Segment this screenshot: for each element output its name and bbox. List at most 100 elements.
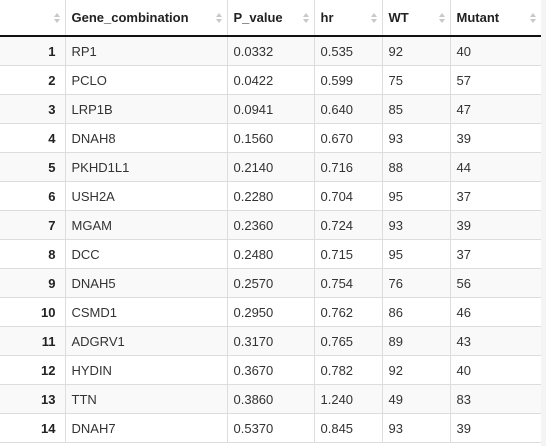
sort-up-down-icon[interactable] [438,12,445,23]
cell-p-value: 0.1560 [227,123,315,153]
cell-wt: 89 [382,326,451,356]
table-row: 3 LRP1B 0.0941 0.640 85 47 [0,94,541,124]
cell-p-value: 0.0941 [227,94,315,124]
cell-p-value: 0.3170 [227,326,315,356]
cell-hr: 0.845 [314,413,383,443]
column-header-label: P_value [233,10,283,25]
table-row: 4 DNAH8 0.1560 0.670 93 39 [0,123,541,153]
column-header-label: Gene_combination [71,10,189,25]
cell-hr: 0.640 [314,94,383,124]
cell-wt: 88 [382,152,451,182]
table-row: 6 USH2A 0.2280 0.704 95 37 [0,181,541,211]
table-row: 13 TTN 0.3860 1.240 49 83 [0,384,541,414]
row-index: 9 [0,268,66,298]
cell-p-value: 0.2140 [227,152,315,182]
cell-mutant: 39 [450,123,541,153]
table-row: 14 DNAH7 0.5370 0.845 93 39 [0,413,541,443]
row-index: 2 [0,65,66,95]
cell-wt: 93 [382,123,451,153]
cell-hr: 0.599 [314,65,383,95]
sort-up-down-icon[interactable] [53,12,60,23]
column-header-gene-combination[interactable]: Gene_combination [65,0,228,37]
cell-hr: 0.704 [314,181,383,211]
cell-gene: RP1 [65,36,228,66]
cell-p-value: 0.2360 [227,210,315,240]
row-index: 6 [0,181,66,211]
column-header-label: Mutant [456,10,500,25]
row-index: 3 [0,94,66,124]
cell-mutant: 44 [450,152,541,182]
cell-gene: PCLO [65,65,228,95]
cell-hr: 0.724 [314,210,383,240]
cell-hr: 0.716 [314,152,383,182]
table-row: 2 PCLO 0.0422 0.599 75 57 [0,65,541,95]
cell-p-value: 0.5370 [227,413,315,443]
cell-gene: CSMD1 [65,297,228,327]
cell-wt: 93 [382,210,451,240]
cell-hr: 0.754 [314,268,383,298]
sort-up-down-icon[interactable] [302,12,309,23]
sort-up-down-icon[interactable] [370,12,377,23]
row-index: 8 [0,239,66,269]
table-row: 11 ADGRV1 0.3170 0.765 89 43 [0,326,541,356]
cell-wt: 95 [382,239,451,269]
cell-hr: 0.715 [314,239,383,269]
sort-up-down-icon[interactable] [530,12,536,23]
cell-gene: DNAH8 [65,123,228,153]
cell-gene: DCC [65,239,228,269]
cell-gene: LRP1B [65,94,228,124]
cell-wt: 49 [382,384,451,414]
cell-p-value: 0.3670 [227,355,315,385]
vertical-scrollbar[interactable] [541,0,546,446]
cell-mutant: 47 [450,94,541,124]
cell-p-value: 0.2280 [227,181,315,211]
cell-p-value: 0.0332 [227,36,315,66]
cell-gene: USH2A [65,181,228,211]
row-index: 13 [0,384,66,414]
cell-hr: 0.782 [314,355,383,385]
cell-hr: 0.765 [314,326,383,356]
cell-mutant: 56 [450,268,541,298]
cell-mutant: 37 [450,239,541,269]
cell-gene: ADGRV1 [65,326,228,356]
cell-mutant: 40 [450,36,541,66]
sort-up-down-icon[interactable] [215,12,222,23]
cell-wt: 76 [382,268,451,298]
row-index: 11 [0,326,66,356]
cell-gene: MGAM [65,210,228,240]
column-header-label: hr [320,10,334,25]
cell-hr: 0.670 [314,123,383,153]
cell-wt: 93 [382,413,451,443]
table-row: 12 HYDIN 0.3670 0.782 92 40 [0,355,541,385]
cell-wt: 85 [382,94,451,124]
table-row: 5 PKHD1L1 0.2140 0.716 88 44 [0,152,541,182]
cell-mutant: 46 [450,297,541,327]
table-row: 9 DNAH5 0.2570 0.754 76 56 [0,268,541,298]
cell-hr: 0.535 [314,36,383,66]
cell-gene: HYDIN [65,355,228,385]
cell-hr: 1.240 [314,384,383,414]
row-index: 12 [0,355,66,385]
column-header-hr[interactable]: hr [314,0,383,37]
cell-mutant: 37 [450,181,541,211]
cell-p-value: 0.2570 [227,268,315,298]
column-header-label: WT [388,10,409,25]
cell-wt: 92 [382,36,451,66]
cell-gene: DNAH5 [65,268,228,298]
cell-hr: 0.762 [314,297,383,327]
row-index: 7 [0,210,66,240]
cell-mutant: 39 [450,210,541,240]
column-header-mutant[interactable]: Mutant [450,0,541,37]
cell-wt: 95 [382,181,451,211]
header-row: Gene_combination P_value hr WT Mutant [0,0,541,37]
column-header-wt[interactable]: WT [382,0,451,37]
cell-gene: DNAH7 [65,413,228,443]
column-header-index[interactable] [0,0,66,37]
cell-wt: 75 [382,65,451,95]
cell-wt: 86 [382,297,451,327]
column-header-p-value[interactable]: P_value [227,0,315,37]
cell-p-value: 0.3860 [227,384,315,414]
row-index: 4 [0,123,66,153]
cell-gene: TTN [65,384,228,414]
